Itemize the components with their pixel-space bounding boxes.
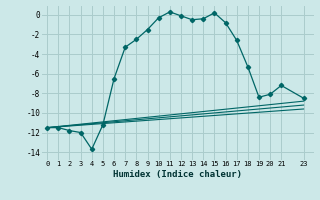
X-axis label: Humidex (Indice chaleur): Humidex (Indice chaleur): [113, 170, 242, 179]
